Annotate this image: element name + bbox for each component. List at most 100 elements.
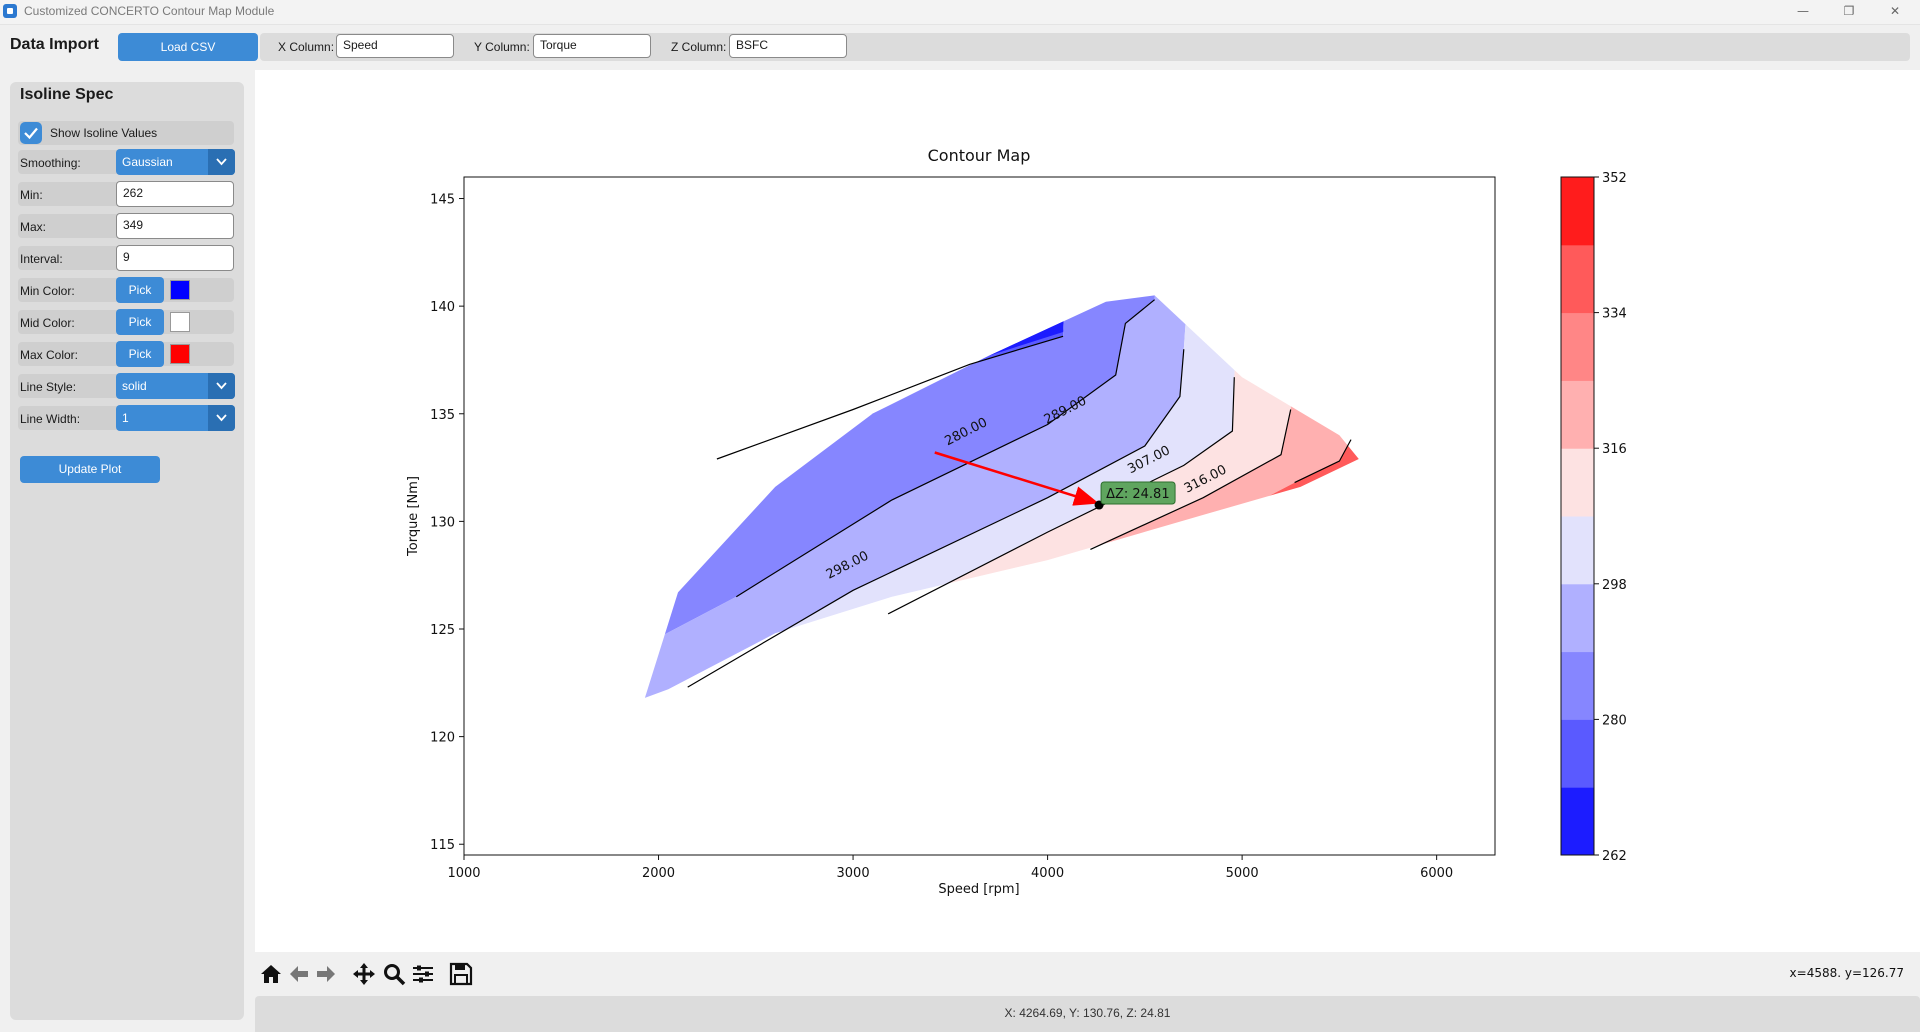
colorbar-tick-label: 316: [1602, 442, 1627, 457]
contour-chart[interactable]: Contour Map 280.00289.00298.00307.00316.…: [255, 70, 1920, 952]
forward-arrow-icon[interactable]: [313, 961, 339, 987]
home-icon[interactable]: [258, 961, 284, 987]
load-csv-button[interactable]: Load CSV: [118, 33, 258, 61]
chevron-down-icon: [216, 158, 227, 166]
chart-title: Contour Map: [928, 146, 1031, 165]
window-title: Customized CONCERTO Contour Map Module: [24, 4, 275, 18]
y-tick-label: 135: [430, 408, 455, 423]
x-column-label: X Column:: [278, 40, 335, 54]
chevron-down-icon: [216, 382, 227, 390]
line-width-value: 1: [122, 411, 129, 425]
pan-icon[interactable]: [351, 961, 377, 987]
mid-color-pick-button[interactable]: Pick: [116, 309, 164, 335]
y-tick-label: 120: [430, 731, 455, 746]
colorbar-band: [1561, 787, 1594, 856]
check-icon: [24, 127, 38, 140]
data-import-title: Data Import: [10, 36, 99, 53]
x-tick-label: 2000: [642, 866, 675, 881]
status-text: X: 4264.69, Y: 130.76, Z: 24.81: [1004, 1006, 1171, 1020]
isoline: [687, 349, 1185, 688]
back-arrow-icon[interactable]: [286, 961, 312, 987]
isoline: [1090, 409, 1292, 550]
show-values-checkbox[interactable]: [20, 122, 42, 144]
colorbar-tick-label: 334: [1602, 307, 1627, 322]
plot-canvas[interactable]: Contour Map 280.00 289.00 298.00 307.00 316.…: [255, 70, 1920, 952]
line-style-dropdown[interactable]: [208, 373, 235, 399]
isoline: [735, 299, 1155, 598]
minimize-button[interactable]: —: [1797, 4, 1809, 18]
max-color-swatch: [170, 344, 190, 364]
axes-frame: [463, 176, 1496, 856]
window-titlebar: Customized CONCERTO Contour Map Module —…: [0, 0, 1920, 25]
line-style-label: Line Style:: [20, 380, 77, 394]
cursor-coordinates: x=4588. y=126.77: [1789, 966, 1904, 980]
contour-band: [644, 295, 1246, 698]
colorbar-tick-label: 352: [1602, 171, 1627, 186]
max-color-pick-button[interactable]: Pick: [116, 341, 164, 367]
line-width-label: Line Width:: [20, 412, 81, 426]
x-tick-label: 4000: [1031, 866, 1064, 881]
min-color-swatch: [170, 280, 190, 300]
max-label: Max:: [20, 220, 47, 234]
y-tick-label: 130: [430, 515, 455, 530]
mid-color-swatch: [170, 312, 190, 332]
delta-arrow: [934, 451, 1100, 506]
navigation-toolbar: [255, 952, 1920, 994]
min-input[interactable]: 262: [116, 181, 234, 207]
x-column-input[interactable]: Speed: [336, 34, 454, 58]
colorbar-frame: [1560, 176, 1595, 856]
y-tick-label: 125: [430, 623, 455, 638]
y-tick-label: 140: [430, 300, 455, 315]
x-axis-label: Speed [rpm]: [938, 882, 1019, 897]
configure-subplots-icon[interactable]: [410, 961, 436, 987]
x-tick-label: 3000: [837, 866, 870, 881]
isoline: [887, 377, 1235, 615]
status-bar: [255, 996, 1920, 1032]
update-plot-button[interactable]: Update Plot: [20, 456, 160, 483]
smoothing-dropdown[interactable]: [208, 149, 235, 175]
min-label: Min:: [20, 188, 43, 202]
isoline: [716, 335, 1064, 460]
interval-label: Interval:: [20, 252, 63, 266]
colorbar-tick-label: 262: [1602, 849, 1627, 864]
line-style-select[interactable]: solid: [116, 373, 235, 399]
save-icon[interactable]: [448, 961, 474, 987]
smoothing-select[interactable]: Gaussian: [116, 149, 235, 175]
colorbar-band: [1561, 516, 1594, 585]
colorbar-band: [1561, 312, 1594, 381]
line-width-select[interactable]: 1: [116, 405, 235, 431]
max-input[interactable]: 349: [116, 213, 234, 239]
y-tick-label: 145: [430, 193, 455, 208]
y-column-label: Y Column:: [474, 40, 530, 54]
contour-band: [644, 295, 1196, 698]
colorbar-band: [1561, 719, 1594, 788]
close-button[interactable]: ✕: [1889, 4, 1901, 18]
show-values-row: [18, 121, 234, 145]
min-color-pick-button[interactable]: Pick: [116, 277, 164, 303]
x-tick-label: 5000: [1226, 866, 1259, 881]
show-values-label: Show Isoline Values: [50, 126, 158, 140]
colorbar-tick-label: 298: [1602, 578, 1627, 593]
y-axis-label: Torque [Nm]: [406, 476, 421, 557]
y-column-input[interactable]: Torque: [533, 34, 651, 58]
colorbar-band: [1561, 380, 1594, 449]
max-color-label: Max Color:: [20, 348, 79, 362]
smoothing-label: Smoothing:: [20, 156, 81, 170]
isoline-spec-title: Isoline Spec: [20, 86, 114, 103]
restore-button[interactable]: ❐: [1843, 4, 1855, 18]
min-color-label: Min Color:: [20, 284, 75, 298]
colorbar-band: [1561, 583, 1594, 653]
line-width-dropdown[interactable]: [208, 405, 235, 431]
colorbar-band: [1561, 244, 1594, 314]
interval-input[interactable]: 9: [116, 245, 234, 271]
chevron-down-icon: [216, 414, 227, 422]
zoom-icon[interactable]: [381, 961, 407, 987]
y-tick-label: 115: [430, 838, 455, 853]
z-column-input[interactable]: BSFC: [729, 34, 847, 58]
x-tick-label: 1000: [447, 866, 480, 881]
smoothing-value: Gaussian: [122, 155, 173, 169]
x-tick-label: 6000: [1420, 866, 1453, 881]
delta-label-box: [1100, 481, 1176, 505]
colorbar-tick-label: 280: [1602, 713, 1627, 728]
colorbar-band: [1561, 448, 1594, 517]
